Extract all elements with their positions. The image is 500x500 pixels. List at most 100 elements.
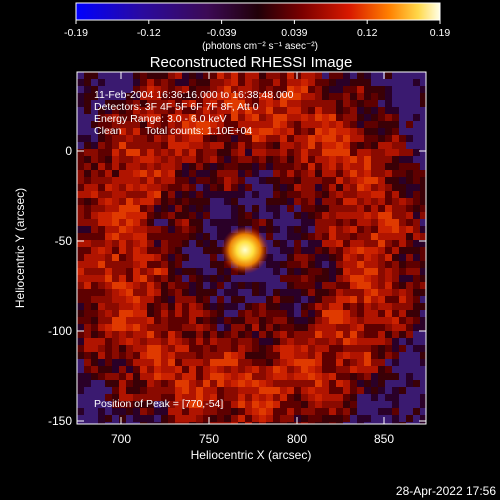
image-pixel [154, 142, 162, 150]
image-pixel [210, 366, 218, 374]
image-pixel [273, 359, 281, 367]
image-pixel [168, 310, 176, 318]
image-pixel [308, 93, 316, 101]
image-pixel [175, 191, 183, 199]
image-pixel [105, 331, 113, 339]
image-pixel [175, 142, 183, 150]
image-pixel [203, 408, 211, 416]
image-pixel [406, 107, 414, 115]
image-pixel [133, 219, 141, 227]
image-pixel [322, 128, 330, 136]
image-pixel [112, 219, 120, 227]
image-pixel [133, 184, 141, 192]
image-pixel [392, 408, 400, 416]
image-pixel [77, 289, 85, 297]
image-pixel [287, 114, 295, 122]
image-pixel [133, 289, 141, 297]
x-axis-ticks [120, 72, 385, 424]
image-pixel [133, 163, 141, 171]
image-pixel [378, 156, 386, 164]
image-pixel [91, 219, 99, 227]
image-pixel [378, 338, 386, 346]
image-pixel [371, 142, 379, 150]
image-pixel [287, 373, 295, 381]
image-pixel [224, 338, 232, 346]
image-pixel [154, 394, 162, 402]
image-pixel [266, 345, 274, 353]
image-pixel [413, 331, 421, 339]
image-pixel [112, 72, 120, 80]
image-pixel [126, 170, 134, 178]
image-pixel [84, 352, 92, 360]
image-pixel [154, 149, 162, 157]
image-pixel [308, 72, 316, 80]
image-pixel [168, 268, 176, 276]
image-pixel [231, 268, 239, 276]
image-pixel [189, 394, 197, 402]
image-pixel [280, 380, 288, 388]
image-pixel [238, 373, 246, 381]
image-pixel [112, 205, 120, 213]
image-pixel [399, 163, 407, 171]
image-pixel [238, 72, 246, 80]
image-pixel [280, 72, 288, 80]
image-pixel [406, 359, 414, 367]
image-pixel [364, 72, 372, 80]
image-pixel [350, 366, 358, 374]
image-pixel [84, 415, 92, 423]
image-pixel [315, 359, 323, 367]
image-pixel [189, 387, 197, 395]
image-pixel [161, 128, 169, 136]
image-pixel [287, 121, 295, 129]
image-pixel [378, 100, 386, 108]
image-pixel [175, 86, 183, 94]
image-pixel [154, 422, 162, 424]
image-pixel [280, 401, 288, 409]
image-pixel [294, 366, 302, 374]
image-pixel [357, 240, 365, 248]
image-pixel [315, 345, 323, 353]
image-pixel [140, 373, 148, 381]
image-pixel [406, 79, 414, 87]
image-pixel [378, 408, 386, 416]
image-pixel [294, 107, 302, 115]
image-pixel [91, 163, 99, 171]
image-pixel [84, 296, 92, 304]
image-pixel [343, 296, 351, 304]
image-pixel [175, 156, 183, 164]
image-pixel [378, 254, 386, 262]
image-pixel [287, 415, 295, 423]
image-pixel [203, 275, 211, 283]
image-pixel [329, 177, 337, 185]
image-pixel [154, 100, 162, 108]
image-pixel [252, 79, 260, 87]
image-pixel [245, 86, 253, 94]
image-pixel [287, 247, 295, 255]
plot-frame [76, 71, 427, 425]
image-pixel [273, 219, 281, 227]
image-pixel [343, 121, 351, 129]
image-pixel [343, 107, 351, 115]
image-pixel [406, 324, 414, 332]
image-pixel [245, 177, 253, 185]
image-pixel [329, 338, 337, 346]
y-axis-ticks [77, 150, 426, 422]
image-pixel [266, 310, 274, 318]
image-pixel [203, 261, 211, 269]
image-pixel [287, 240, 295, 248]
image-pixel [343, 338, 351, 346]
image-pixel [301, 184, 309, 192]
image-pixel [364, 282, 372, 290]
image-pixel [112, 233, 120, 241]
image-pixel [301, 72, 309, 80]
image-pixel [203, 310, 211, 318]
image-pixel [399, 296, 407, 304]
image-pixel [259, 275, 267, 283]
image-pixel [406, 128, 414, 136]
image-pixel [168, 415, 176, 423]
image-pixel [392, 261, 400, 269]
image-pixel [308, 86, 316, 94]
image-pixel [217, 191, 225, 199]
image-pixel [140, 93, 148, 101]
image-pixel [112, 296, 120, 304]
